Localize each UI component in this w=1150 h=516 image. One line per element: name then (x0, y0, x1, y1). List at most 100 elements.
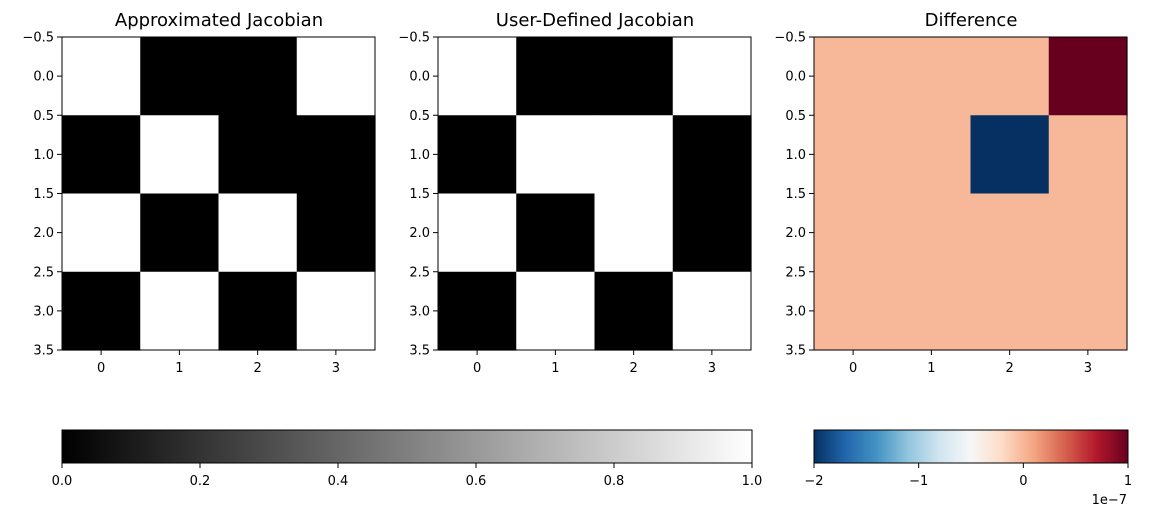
x-tick-label: 2 (629, 361, 637, 376)
x-axis: 0 1 2 3 (473, 350, 716, 376)
heatmap-cell (672, 115, 752, 195)
heatmap-cell (218, 193, 298, 273)
y-tick-label: 2.0 (33, 226, 54, 241)
y-tick-label: 3.5 (785, 344, 806, 359)
x-tick-label: 1 (551, 361, 559, 376)
heatmap-cell (814, 271, 893, 351)
y-tick-label: 1.0 (785, 148, 806, 163)
y-axis: −0.5 0.0 0.5 1.0 1.5 2.0 2.5 3.0 3.5 (774, 31, 814, 359)
x-tick-label: 1 (927, 361, 935, 376)
panel-title: User-Defined Jacobian (496, 10, 694, 31)
x-tick-label: 3 (332, 361, 340, 376)
y-tick-label: 0.5 (33, 109, 54, 124)
heatmap-cell (296, 193, 376, 273)
y-tick-label: −0.5 (398, 31, 430, 46)
colorbar-tick-label: 1.0 (742, 474, 763, 489)
y-tick-label: 2.5 (33, 265, 54, 280)
panel-title: Difference (925, 10, 1018, 31)
x-tick-label: 3 (708, 361, 716, 376)
heatmap-cell (594, 271, 674, 351)
colorbar-tick-label: 1 (1124, 474, 1132, 489)
x-tick-label: 1 (175, 361, 183, 376)
x-axis: 0 1 2 3 (849, 350, 1092, 376)
heatmap-cell (218, 271, 298, 351)
heatmap-cell (970, 271, 1050, 351)
colorbar-tick-label: −2 (804, 474, 823, 489)
heatmap-cell (438, 193, 517, 273)
heatmap-panel-difference: Difference −0.50.00.51.01.52.02.53.03.5 … (774, 10, 1128, 376)
y-tick-label: 2.5 (409, 265, 430, 280)
x-tick-label: 3 (1084, 361, 1092, 376)
colorbar-tick-label: 0.2 (190, 474, 211, 489)
colorbar-tick-label: 0.8 (604, 474, 625, 489)
heatmap-cell (62, 37, 141, 116)
colorbar-tick-label: 0.4 (328, 474, 349, 489)
heatmap-cell (970, 115, 1050, 195)
heatmap-cell (516, 37, 596, 116)
heatmap-cells (438, 37, 752, 351)
heatmap-cell (296, 271, 376, 351)
y-tick-label: 0.0 (785, 70, 806, 85)
heatmap-cell (892, 271, 972, 351)
heatmap-cell (296, 37, 376, 116)
colorbar-gray: 0.0 0.2 0.4 0.6 0.8 1.0 (52, 429, 763, 489)
heatmap-cell (296, 115, 376, 195)
x-axis: 0 1 2 3 (97, 350, 340, 376)
x-tick-label: 0 (849, 361, 857, 376)
heatmap-cell (814, 115, 893, 195)
heatmap-cell (218, 115, 298, 195)
heatmap-cell (62, 271, 141, 351)
colorbar-offset-label: 1e−7 (1092, 493, 1127, 508)
x-tick-label: 0 (97, 361, 105, 376)
y-tick-label: 1.0 (33, 148, 54, 163)
heatmap-panel-approximated-jacobian: Approximated Jacobian −0.5 0.0 0.5 1.0 1.5 2.… (22, 10, 376, 376)
y-tick-label: 2.5 (785, 265, 806, 280)
heatmap-cell (516, 271, 596, 351)
heatmap-cell (892, 115, 972, 195)
heatmap-cells (62, 37, 376, 351)
y-tick-label: 2.0 (785, 226, 806, 241)
colorbar-ticks: 0.0 0.2 0.4 0.6 0.8 1.0 (52, 463, 763, 489)
heatmap-cell (62, 193, 141, 273)
heatmap-cell (438, 271, 517, 351)
y-tick-label: 3.0 (33, 304, 54, 319)
heatmap-cell (140, 271, 220, 351)
y-tick-label: 1.5 (409, 187, 430, 202)
heatmap-cell (594, 37, 674, 116)
heatmap-cell (970, 193, 1050, 273)
heatmap-cell (672, 193, 752, 273)
y-tick-label: 0.5 (785, 109, 806, 124)
y-tick-label: 1.5 (33, 187, 54, 202)
heatmap-cells (814, 37, 1128, 351)
y-tick-label: −0.5 (774, 31, 806, 46)
x-tick-label: 0 (473, 361, 481, 376)
heatmap-cell (438, 115, 517, 195)
y-tick-label: 3.0 (785, 304, 806, 319)
y-axis: −0.5 0.0 0.5 1.0 1.5 2.0 2.5 3.0 3.5 (22, 31, 62, 359)
heatmap-cell (814, 193, 893, 273)
x-tick-label: 2 (1005, 361, 1013, 376)
y-tick-label: 1.0 (409, 148, 430, 163)
heatmap-cell (1048, 271, 1128, 351)
heatmap-cell (1048, 115, 1128, 195)
y-tick-label: 3.5 (409, 344, 430, 359)
colorbar-gradient (61, 429, 753, 464)
panel-title: Approximated Jacobian (115, 10, 323, 31)
heatmap-cell (140, 115, 220, 195)
y-tick-label: 1.5 (785, 187, 806, 202)
colorbar-rdbu: −2 −1 0 1 1e−7 (804, 429, 1132, 508)
heatmap-cell (218, 37, 298, 116)
colorbar-ticks: −2 −1 0 1 (804, 463, 1132, 489)
heatmap-cell (814, 37, 893, 116)
heatmap-cell (892, 37, 972, 116)
heatmap-cell (594, 115, 674, 195)
y-tick-label: 0.0 (409, 70, 430, 85)
y-tick-label: 3.5 (33, 344, 54, 359)
colorbar-tick-label: −1 (909, 474, 928, 489)
heatmap-cell (62, 115, 141, 195)
heatmap-cell (672, 37, 752, 116)
heatmap-cell (140, 193, 220, 273)
colorbar-gradient (813, 429, 1129, 464)
heatmap-cell (970, 37, 1050, 116)
